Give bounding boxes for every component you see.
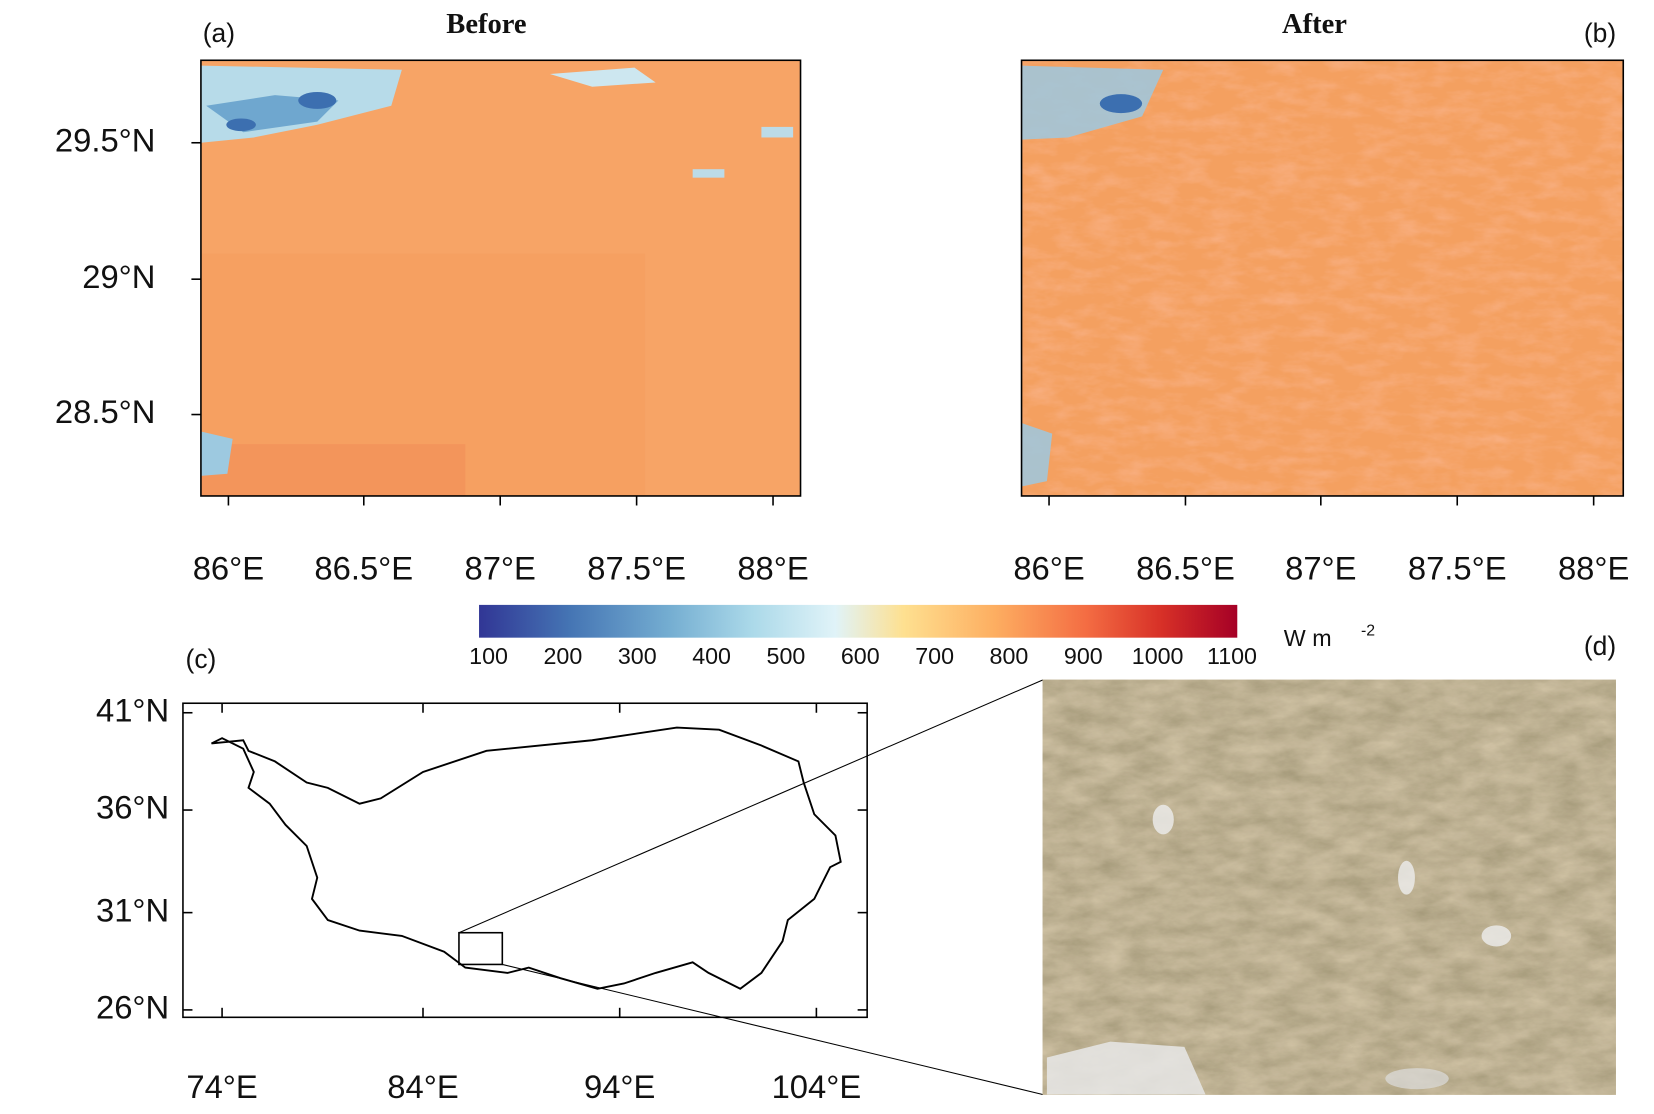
x-tick-label: 84°E [387, 1068, 458, 1105]
y-tick-label: 36°N [96, 789, 169, 826]
panel-c-map [182, 679, 1043, 1096]
panel-title: After [1282, 9, 1347, 40]
x-tick-label: 74°E [186, 1068, 257, 1105]
colorbar-tick-label: 300 [618, 643, 657, 669]
colorbar-tick-label: 800 [990, 643, 1029, 669]
x-tick-label: 87.5°E [587, 550, 686, 587]
x-tick-label: 86°E [1013, 550, 1084, 587]
x-tick-label: 88°E [1558, 550, 1629, 587]
colorbar-tick-label: 1100 [1207, 643, 1257, 669]
panel-label: (d) [1584, 631, 1616, 661]
x-tick-label: 94°E [584, 1068, 655, 1105]
colorbar-tick-label: 700 [915, 643, 954, 669]
colorbar-unit-exponent: -2 [1361, 623, 1375, 640]
colorbar [479, 604, 1238, 638]
colorbar-tick-label: 100 [469, 643, 508, 669]
x-tick-label: 87.5°E [1408, 550, 1507, 587]
x-tick-label: 86.5°E [1136, 550, 1235, 587]
panel-label: (c) [186, 644, 217, 674]
panel-label: (b) [1584, 18, 1616, 48]
y-tick-label: 41°N [96, 691, 169, 728]
x-tick-label: 88°E [737, 550, 808, 587]
colorbar-tick-label: 600 [841, 643, 880, 669]
colorbar-tick-label: 900 [1064, 643, 1103, 669]
y-tick-label: 29.5°N [55, 121, 156, 158]
x-tick-label: 86°E [193, 550, 264, 587]
colorbar-tick-label: 1000 [1132, 643, 1184, 669]
x-tick-label: 87°E [464, 550, 535, 587]
y-tick-label: 28.5°N [55, 393, 156, 430]
panel-d-image [1042, 679, 1616, 1095]
colorbar-tick-label: 200 [544, 643, 583, 669]
y-tick-label: 31°N [96, 891, 169, 928]
colorbar-tick-label: 500 [767, 643, 806, 669]
panel-label: (a) [203, 18, 235, 48]
panel-a-map [200, 59, 802, 497]
x-tick-label: 86.5°E [314, 550, 413, 587]
x-tick-label: 104°E [772, 1068, 862, 1105]
colorbar-tick-label: 400 [692, 643, 731, 669]
panel-title: Before [446, 9, 526, 40]
colorbar-unit: W m [1284, 625, 1332, 651]
panel-b-map [1020, 59, 1625, 497]
y-tick-label: 26°N [96, 989, 169, 1026]
x-tick-label: 87°E [1285, 550, 1356, 587]
y-tick-label: 29°N [82, 258, 155, 295]
